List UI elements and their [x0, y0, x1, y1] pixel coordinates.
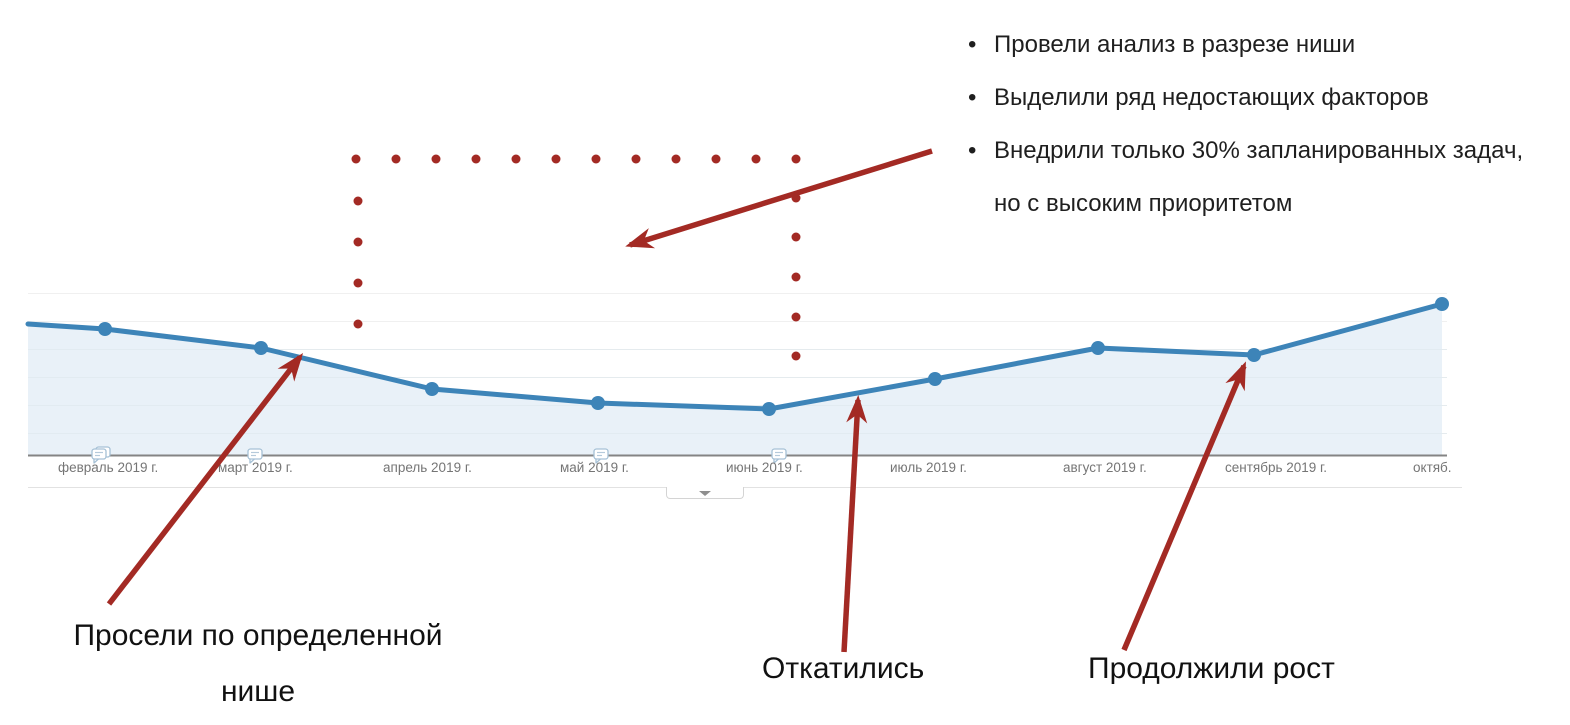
x-axis-tick-label: сентябрь 2019 г.	[1225, 460, 1328, 475]
annotation-bubble-icon[interactable]	[771, 448, 787, 464]
dotted-box-dot	[353, 237, 363, 247]
x-axis-tick-label: февраль 2019 г.	[58, 460, 159, 475]
annotation-label-growth: Продолжили рост	[1088, 652, 1335, 685]
sessions-line	[25, 301, 1445, 412]
dotted-box-dot	[511, 154, 521, 164]
x-axis-tick-label: март 2019 г.	[218, 460, 293, 475]
dotted-box-dot	[791, 272, 801, 282]
annotation-arrow	[1121, 361, 1247, 652]
dotted-box-dot	[671, 154, 681, 164]
bullet-item: Выделили ряд недостающих факторов	[968, 71, 1546, 124]
dotted-box-dot	[631, 154, 641, 164]
chevron-down-icon	[699, 490, 711, 496]
dotted-box-dot	[791, 232, 801, 242]
annotation-arrow	[625, 148, 933, 249]
x-axis-tick-label: июнь 2019 г.	[726, 460, 803, 475]
dotted-box-dot	[353, 196, 363, 206]
data-point[interactable]	[98, 322, 112, 336]
data-point[interactable]	[928, 372, 942, 386]
dotted-box-dot	[751, 154, 761, 164]
dotted-box-dot	[791, 351, 801, 361]
annotation-arrow	[106, 353, 304, 606]
annotation-label-dip: Просели по определенной нише	[73, 619, 443, 708]
annotation-label-rollback: Откатились	[762, 652, 925, 685]
x-axis-tick-label: апрель 2019 г.	[383, 460, 472, 475]
dotted-box-dot	[351, 154, 361, 164]
insights-bullet-list: Провели анализ в разрезе нишиВыделили ря…	[968, 18, 1546, 230]
dotted-box-dot	[391, 154, 401, 164]
annotation-arrow	[841, 395, 868, 653]
bullet-item: Провели анализ в разрезе ниши	[968, 18, 1546, 71]
data-point[interactable]	[1435, 297, 1449, 311]
annotation-bubble-icon[interactable]	[593, 448, 609, 464]
x-axis-tick-label: октяб.	[1413, 460, 1452, 475]
dotted-box-dot	[711, 154, 721, 164]
dotted-box-dot	[353, 278, 363, 288]
dotted-box-dot	[353, 319, 363, 329]
data-point[interactable]	[425, 382, 439, 396]
annotation-bubble-icon[interactable]	[247, 448, 263, 464]
dotted-box-dot	[551, 154, 561, 164]
dotted-box-dot	[791, 154, 801, 164]
x-axis-tick-label: июль 2019 г.	[890, 460, 967, 475]
data-point[interactable]	[1091, 341, 1105, 355]
data-point[interactable]	[254, 341, 268, 355]
area-fill	[28, 304, 1442, 455]
x-axis-tick-label: май 2019 г.	[560, 460, 629, 475]
dotted-box-dot	[591, 154, 601, 164]
data-point[interactable]	[1247, 348, 1261, 362]
annotations-drawer-toggle[interactable]	[666, 487, 744, 499]
dotted-box-dot	[431, 154, 441, 164]
dotted-box-dot	[471, 154, 481, 164]
data-point[interactable]	[762, 402, 776, 416]
data-point[interactable]	[591, 396, 605, 410]
dotted-box-dot	[791, 312, 801, 322]
x-axis-tick-label: август 2019 г.	[1063, 460, 1147, 475]
bullet-item: Внедрили только 30% запланированных зада…	[968, 124, 1546, 230]
annotation-bubble-icon[interactable]	[91, 446, 111, 464]
